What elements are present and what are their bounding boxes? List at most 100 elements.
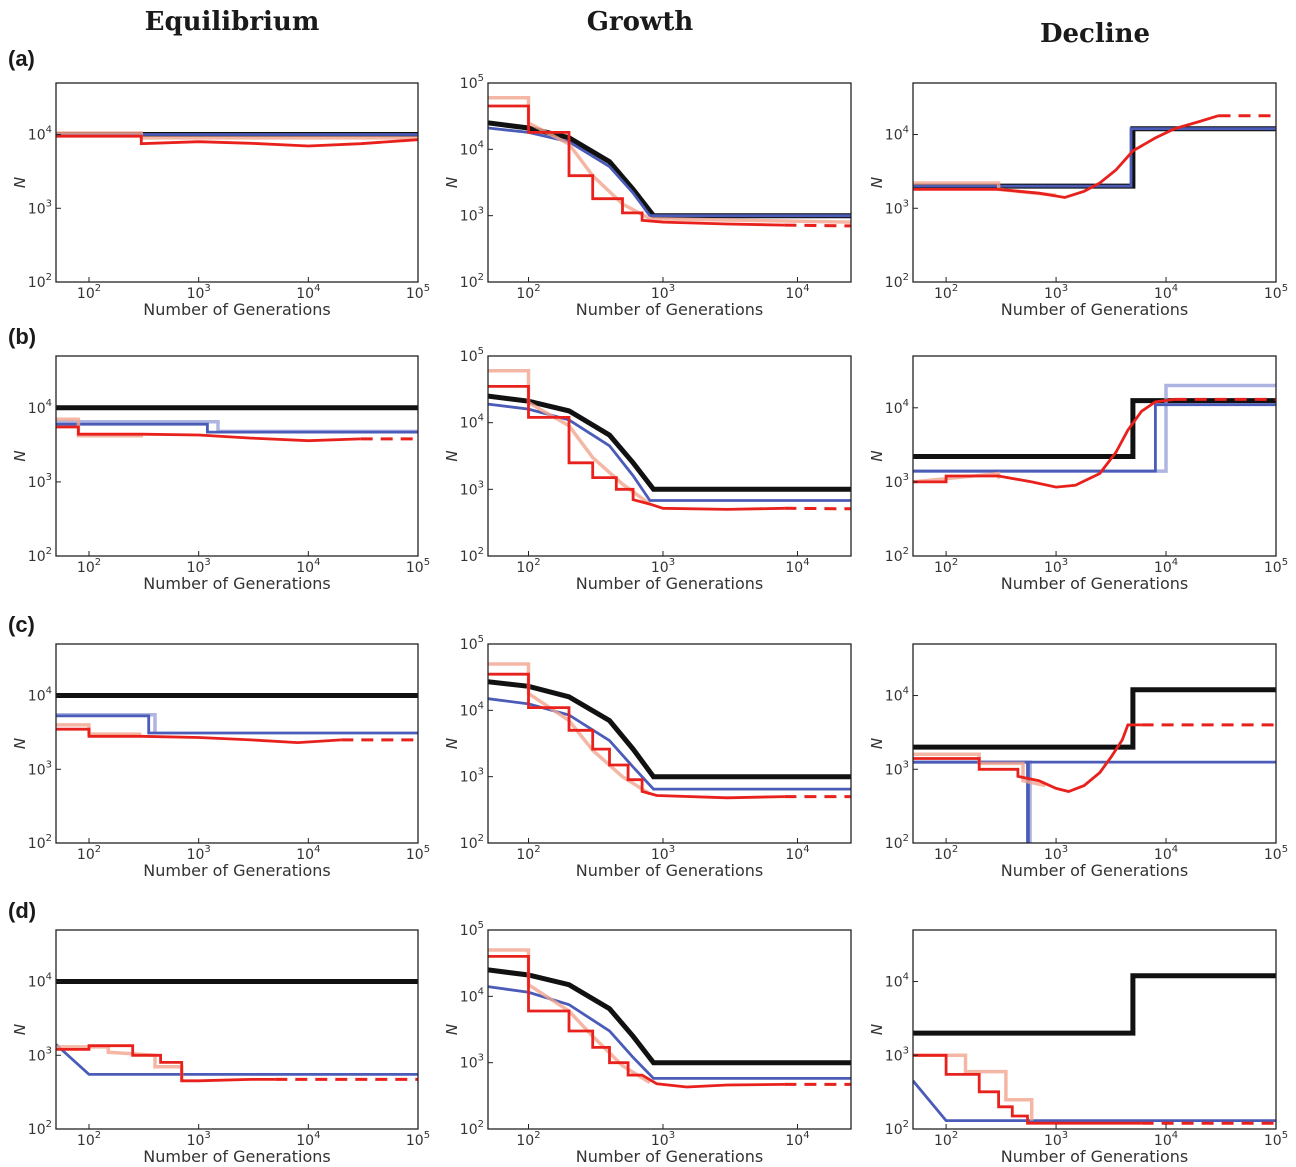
series-line-blue_light: [913, 760, 1032, 843]
row-label-c: (c): [8, 612, 35, 637]
row-label-b: (b): [8, 324, 36, 349]
y-tick-label: 103: [885, 759, 909, 778]
plot-frame: [912, 643, 1277, 844]
x-axis-label: Number of Generations: [143, 861, 330, 880]
series-group: [488, 662, 851, 800]
x-tick-label: 104: [1154, 557, 1178, 576]
x-tick-label: 102: [77, 283, 101, 302]
x-tick-label: 105: [406, 844, 430, 863]
plot-frame: [487, 929, 852, 1130]
series-line-red_light: [488, 95, 851, 224]
series-group: [56, 131, 418, 148]
x-tick-label: 102: [516, 283, 540, 302]
x-tick-label: 105: [1264, 557, 1288, 576]
series-line-blue: [913, 127, 1276, 188]
plot-frame: [55, 929, 419, 1130]
x-tick-label: 104: [785, 844, 809, 863]
y-tick-label: 103: [28, 472, 52, 491]
series-line-red_light: [913, 1053, 1034, 1121]
series-line-blue: [56, 422, 418, 434]
y-tick-label: 104: [885, 398, 909, 417]
x-tick-label: 102: [934, 1130, 958, 1149]
x-axis-label: Number of Generations: [1001, 1147, 1188, 1166]
x-tick-label: 103: [651, 844, 675, 863]
x-tick-label: 102: [77, 1130, 101, 1149]
series-line-true: [913, 973, 1276, 1036]
x-axis-label: Number of Generations: [1001, 861, 1188, 880]
y-axis-label: N: [11, 738, 29, 749]
y-tick-label: 102: [885, 833, 909, 852]
series-line-red: [56, 727, 342, 745]
y-axis-label: N: [443, 1024, 461, 1035]
y-tick-label: 104: [885, 125, 909, 144]
series-line-true: [488, 967, 851, 1066]
x-tick-label: 104: [296, 844, 320, 863]
x-tick-label: 102: [934, 283, 958, 302]
x-tick-label: 105: [406, 283, 430, 302]
plot-frame: [55, 355, 419, 557]
y-axis-label: N: [868, 450, 886, 461]
x-axis-label: Number of Generations: [576, 861, 763, 880]
series-line-true: [913, 126, 1276, 189]
y-tick-label: 104: [28, 972, 52, 991]
x-tick-label: 103: [651, 557, 675, 576]
x-tick-label: 102: [934, 844, 958, 863]
row-label-a: (a): [8, 46, 35, 71]
series-line-true: [913, 398, 1276, 459]
y-tick-label: 102: [460, 833, 484, 852]
x-axis-label: Number of Generations: [576, 574, 763, 593]
y-tick-label: 103: [28, 198, 52, 217]
x-tick-label: 105: [1264, 1130, 1288, 1149]
plot-frame: [912, 355, 1277, 557]
plot-frame: [912, 82, 1277, 283]
row-label-d: (d): [8, 898, 36, 923]
y-tick-label: 102: [885, 1119, 909, 1138]
y-axis-label: N: [443, 177, 461, 188]
x-tick-label: 103: [1044, 844, 1068, 863]
x-tick-label: 103: [187, 1130, 211, 1149]
x-tick-label: 104: [1154, 844, 1178, 863]
y-tick-label: 103: [460, 206, 484, 225]
y-tick-label: 104: [460, 413, 484, 432]
y-tick-label: 102: [460, 1119, 484, 1138]
series-group: [56, 405, 418, 443]
x-tick-label: 102: [77, 557, 101, 576]
y-tick-label: 103: [885, 198, 909, 217]
series-line-red_light: [913, 752, 1046, 788]
x-tick-label: 102: [516, 1130, 540, 1149]
x-axis-label: Number of Generations: [143, 574, 330, 593]
series-line-red: [488, 385, 785, 511]
panel-c-growth: 102 103 104 102 103 104 105 Number of Generatio…: [443, 634, 852, 880]
series-line-red: [56, 134, 418, 148]
plot-frame: [55, 643, 419, 844]
y-tick-label: 103: [28, 1045, 52, 1064]
y-tick-label: 103: [28, 759, 52, 778]
x-axis-label: Number of Generations: [143, 1147, 330, 1166]
column-title-growth: Growth: [587, 7, 694, 37]
series-group: [913, 687, 1276, 843]
y-tick-label: 103: [460, 479, 484, 498]
series-line-red: [913, 114, 1219, 199]
x-tick-label: 103: [187, 844, 211, 863]
y-tick-label: 104: [885, 686, 909, 705]
series-line-red: [488, 955, 785, 1089]
y-tick-label: 102: [885, 272, 909, 291]
panel-a-growth: 102 103 104 102 103 104 105 Number of Generatio…: [443, 73, 852, 319]
series-line-red: [913, 723, 1142, 793]
x-tick-label: 102: [516, 557, 540, 576]
y-axis-label: N: [11, 1024, 29, 1035]
plot-frame: [487, 643, 852, 844]
y-tick-label: 105: [460, 920, 484, 939]
x-axis-label: Number of Generations: [143, 300, 330, 319]
y-tick-label: 102: [28, 833, 52, 852]
y-tick-label: 105: [460, 634, 484, 653]
y-tick-label: 104: [28, 125, 52, 144]
y-tick-label: 102: [28, 1119, 52, 1138]
x-tick-label: 104: [785, 1130, 809, 1149]
y-tick-label: 104: [460, 986, 484, 1005]
